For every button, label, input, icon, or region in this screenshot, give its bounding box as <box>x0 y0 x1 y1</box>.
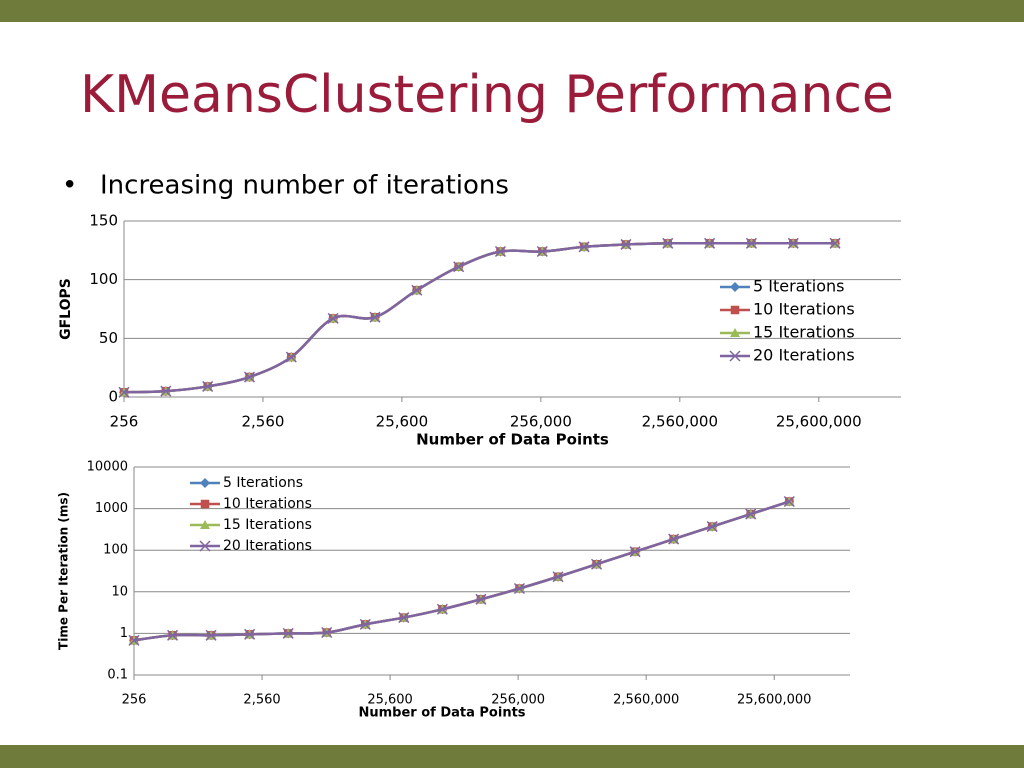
series-line <box>133 500 790 642</box>
marker <box>244 628 256 640</box>
series-line <box>123 241 836 394</box>
y-tick-label: 10 <box>111 584 128 599</box>
marker <box>552 571 564 583</box>
marker <box>668 533 680 545</box>
top-bar <box>0 0 1024 22</box>
x-tick-label: 256,000 <box>510 413 572 431</box>
marker <box>706 521 718 533</box>
marker <box>205 629 217 641</box>
marker <box>200 499 210 509</box>
x-tick-label: 256 <box>110 413 139 431</box>
y-axis-title: Time Per Iteration (ms) <box>57 492 71 650</box>
marker <box>118 386 130 398</box>
x-tick-label: 2,560 <box>241 413 284 431</box>
x-tick-label: 25,600,000 <box>776 413 862 431</box>
x-axis-title: Number of Data Points <box>416 431 609 449</box>
legend-label: 10 Iterations <box>223 496 312 512</box>
marker <box>787 237 799 249</box>
x-axis-title: Number of Data Points <box>358 706 525 721</box>
legend-label: 15 Iterations <box>753 323 855 342</box>
marker <box>513 582 525 595</box>
y-tick-label: 50 <box>99 329 118 347</box>
marker <box>321 626 333 639</box>
bullet-text: Increasing number of iterations <box>100 171 509 201</box>
y-tick-label: 10000 <box>87 460 128 475</box>
marker <box>729 350 741 362</box>
marker <box>199 540 211 552</box>
marker <box>327 312 339 324</box>
series-line <box>123 241 836 394</box>
marker <box>620 238 632 250</box>
y-tick-label: 0 <box>108 388 118 406</box>
marker <box>730 305 740 315</box>
x-tick-label: 256 <box>122 693 147 708</box>
marker <box>475 593 487 605</box>
x-tick-label: 25,600 <box>367 693 413 708</box>
legend-label: 5 Iterations <box>753 277 844 296</box>
marker <box>662 237 674 249</box>
marker <box>369 311 381 323</box>
marker <box>829 237 841 249</box>
marker <box>167 629 179 641</box>
y-tick-label: 150 <box>89 212 118 230</box>
marker <box>591 558 603 570</box>
marker <box>285 351 297 363</box>
marker <box>578 241 590 253</box>
y-tick-label: 1 <box>120 626 128 641</box>
x-tick-label: 25,600 <box>376 413 429 431</box>
x-tick-label: 2,560,000 <box>642 413 718 431</box>
y-tick-label: 100 <box>103 543 128 558</box>
marker <box>359 618 371 630</box>
marker <box>243 371 256 383</box>
marker <box>704 237 716 249</box>
y-tick-label: 1000 <box>95 501 128 516</box>
legend-label: 15 Iterations <box>223 517 312 533</box>
legend-label: 20 Iterations <box>753 346 855 365</box>
y-tick-label: 0.1 <box>107 668 128 683</box>
legend-label: 10 Iterations <box>753 300 855 319</box>
marker <box>629 546 641 558</box>
x-tick-label: 25,600,000 <box>737 693 811 708</box>
marker <box>398 612 410 624</box>
bullet-dot: • <box>62 171 77 201</box>
marker <box>200 520 210 529</box>
x-tick-label: 2,560,000 <box>613 693 679 708</box>
marker <box>200 478 210 488</box>
marker <box>160 385 172 397</box>
y-tick-label: 100 <box>89 270 118 288</box>
marker <box>783 495 795 508</box>
x-tick-label: 2,560 <box>243 693 280 708</box>
marker <box>282 627 294 639</box>
marker <box>128 634 140 646</box>
marker <box>202 380 214 392</box>
legend-label: 20 Iterations <box>223 538 312 554</box>
marker <box>411 284 423 296</box>
marker <box>745 508 757 520</box>
bottom-bar <box>0 745 1024 768</box>
marker <box>436 603 448 615</box>
marker <box>730 282 740 292</box>
marker <box>494 245 506 258</box>
slide-title: KMeansClustering Performance <box>80 65 894 125</box>
legend-label: 5 Iterations <box>223 475 303 491</box>
marker <box>730 328 740 337</box>
marker <box>453 261 465 273</box>
marker <box>745 237 757 249</box>
x-tick-label: 256,000 <box>491 693 545 708</box>
series-line <box>123 241 836 394</box>
y-axis-title: GFLOPS <box>58 278 74 340</box>
marker <box>536 245 548 258</box>
series-line <box>123 241 836 394</box>
